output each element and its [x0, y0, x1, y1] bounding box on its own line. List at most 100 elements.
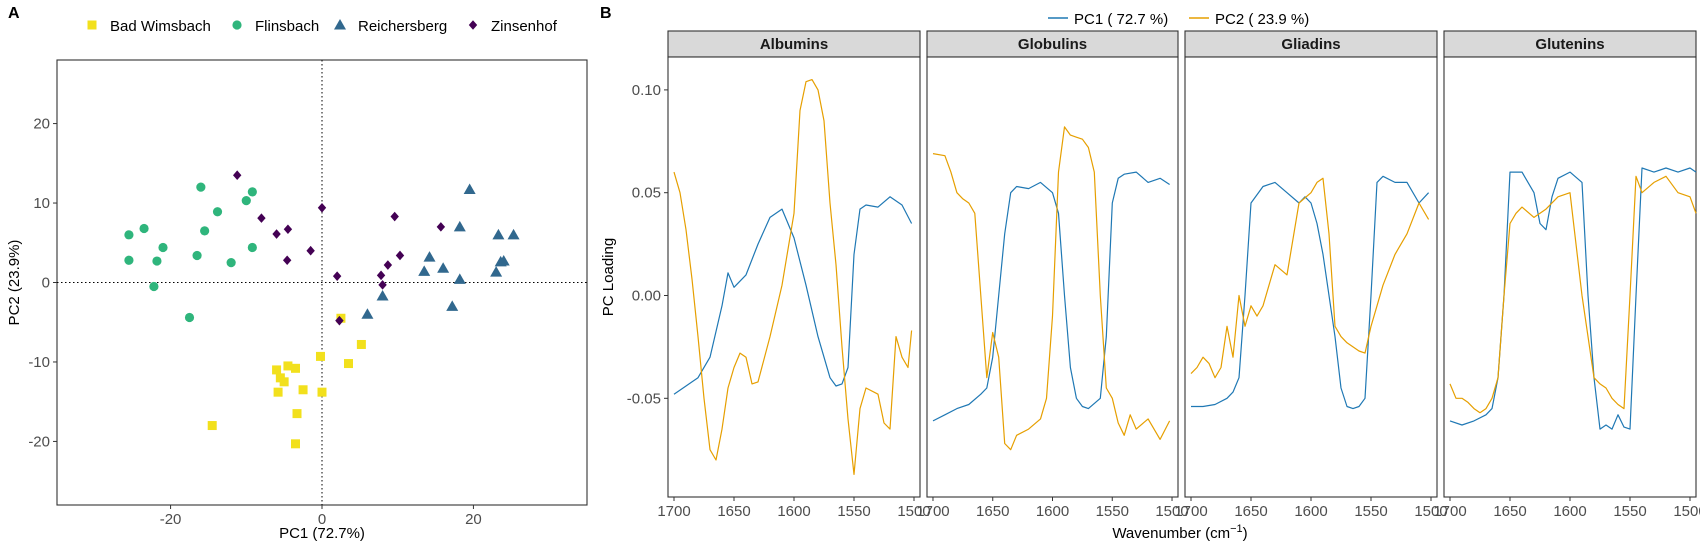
data-point: [298, 385, 308, 395]
legend-item: PC1 ( 72.7 %): [1048, 11, 1168, 28]
data-point: [247, 187, 257, 197]
series-line-pc1: [1191, 175, 1430, 410]
facet-gliadins: Gliadins 1700 1650 1600 1550 1500: [1174, 30, 1448, 520]
data-point: [490, 266, 503, 277]
x-axis-label-a: PC1 (72.7%): [279, 525, 365, 542]
panel-a-tag: A: [8, 5, 20, 22]
x-tick-label-b: 1650: [976, 503, 1009, 520]
data-point: [282, 255, 292, 266]
series-zinsenhof: [233, 170, 446, 326]
data-point: [332, 271, 342, 281]
x-tick-label-a: 20: [465, 511, 482, 528]
data-point: [149, 281, 159, 292]
data-point: [376, 270, 386, 281]
panel-a: A Bad Wimsbach Flinsbach Reichersberg Zinsen…: [6, 5, 588, 542]
y-tick-label-a: 0: [42, 275, 50, 292]
data-point: [279, 377, 289, 387]
series-line-pc1: [932, 171, 1170, 422]
data-point: [292, 409, 302, 419]
legend-label: Bad Wimsbach: [110, 18, 211, 35]
x-tick-label-b: 1550: [837, 503, 870, 520]
data-point: [395, 250, 405, 261]
facet-title: Gliadins: [1281, 36, 1340, 53]
x-axis-label-b: Wavenumber (cm−1): [1112, 523, 1247, 542]
x-tick-label-b: 1550: [1613, 503, 1646, 520]
legend-b: PC1 ( 72.7 %) PC2 ( 23.9 %): [1048, 11, 1309, 28]
data-point: [418, 265, 431, 276]
legend-marker: [468, 20, 478, 30]
series-line-pc2: [1190, 177, 1430, 379]
x-tick-label-b: 1650: [1493, 503, 1526, 520]
data-point: [383, 260, 393, 270]
data-point: [306, 245, 315, 256]
facet-strip: [1443, 30, 1697, 58]
x-tick-label-b: 1550: [1096, 503, 1129, 520]
x-tick-label-b: 1700: [1433, 503, 1466, 520]
data-point: [207, 421, 217, 431]
panel-b-tag: B: [600, 5, 612, 22]
data-point: [247, 242, 257, 253]
legend-label: Reichersberg: [358, 18, 447, 35]
x-tick-label-b: 1700: [916, 503, 949, 520]
x-tick-label-b: 1600: [1294, 503, 1327, 520]
legend-label: PC2 ( 23.9 %): [1215, 11, 1309, 28]
x-tick-label-b: 1500: [1673, 503, 1700, 520]
y-tick-label-a: 20: [33, 116, 50, 133]
data-point: [124, 255, 134, 265]
data-point: [463, 183, 476, 195]
series-line-pc2: [932, 126, 1171, 451]
y-axis-label-a: PC2 (23.9%): [6, 240, 23, 326]
data-point: [317, 203, 327, 213]
x-tick-label-b: 1550: [1354, 503, 1387, 520]
data-point: [192, 250, 202, 261]
facet-title: Globulins: [1018, 36, 1087, 53]
x-axis-label-end: ): [1243, 525, 1248, 542]
data-point: [291, 439, 300, 449]
facet-plot-area: [1443, 56, 1697, 498]
data-point: [283, 361, 293, 371]
data-point: [196, 182, 206, 192]
y-tick-label-b: 0.05: [632, 185, 661, 202]
legend-marker: [87, 20, 97, 30]
facet-strip: [1184, 30, 1438, 58]
y-axis-label-b: PC Loading: [600, 238, 617, 316]
data-point: [139, 223, 149, 234]
legend-label: Zinsenhof: [491, 18, 558, 35]
data-point: [453, 220, 466, 232]
x-tick-label-b: 1600: [1036, 503, 1069, 520]
facet-plot-area: [1184, 56, 1438, 498]
legend-marker: [334, 19, 346, 30]
x-axis-label-main: Wavenumber (cm: [1112, 525, 1230, 542]
data-point: [507, 228, 520, 240]
x-tick-label-b: 1600: [1553, 503, 1586, 520]
data-point: [315, 351, 325, 361]
data-point: [200, 226, 210, 236]
series-line-pc1: [673, 196, 913, 395]
legend-item: Bad Wimsbach: [87, 18, 211, 35]
facet-glutenins: Glutenins 1700 1650 1600 1550 1500: [1433, 30, 1700, 520]
y-tick-label-a: -10: [28, 354, 50, 371]
data-point: [272, 229, 281, 239]
facet-title: Glutenins: [1535, 36, 1604, 53]
facet-plot-area: [667, 56, 921, 498]
data-point: [124, 230, 134, 240]
legend-item: PC2 ( 23.9 %): [1189, 11, 1309, 28]
x-tick-label-a: -20: [160, 511, 182, 528]
data-point: [356, 339, 366, 349]
series-flinsbach: [124, 182, 257, 323]
y-tick-label-a: 10: [33, 195, 50, 212]
series-reichersberg: [361, 183, 520, 319]
legend-item: Reichersberg: [334, 18, 447, 35]
facet-plot-area: [926, 56, 1179, 498]
x-tick-label-b: 1700: [657, 503, 690, 520]
data-point: [272, 365, 282, 375]
data-point: [291, 363, 300, 373]
facet-albumins: Albumins 1700 1650 1600 1550 1500: [657, 30, 931, 520]
facet-globulins: Globulins 1700 1650 1600 1550 1500: [916, 30, 1189, 520]
points-a: [124, 170, 520, 449]
x-tick-label-b: 1650: [1234, 503, 1267, 520]
legend-marker: [232, 20, 242, 30]
series-line-pc2: [673, 79, 913, 475]
x-tick-label-b: 1500: [1414, 503, 1447, 520]
